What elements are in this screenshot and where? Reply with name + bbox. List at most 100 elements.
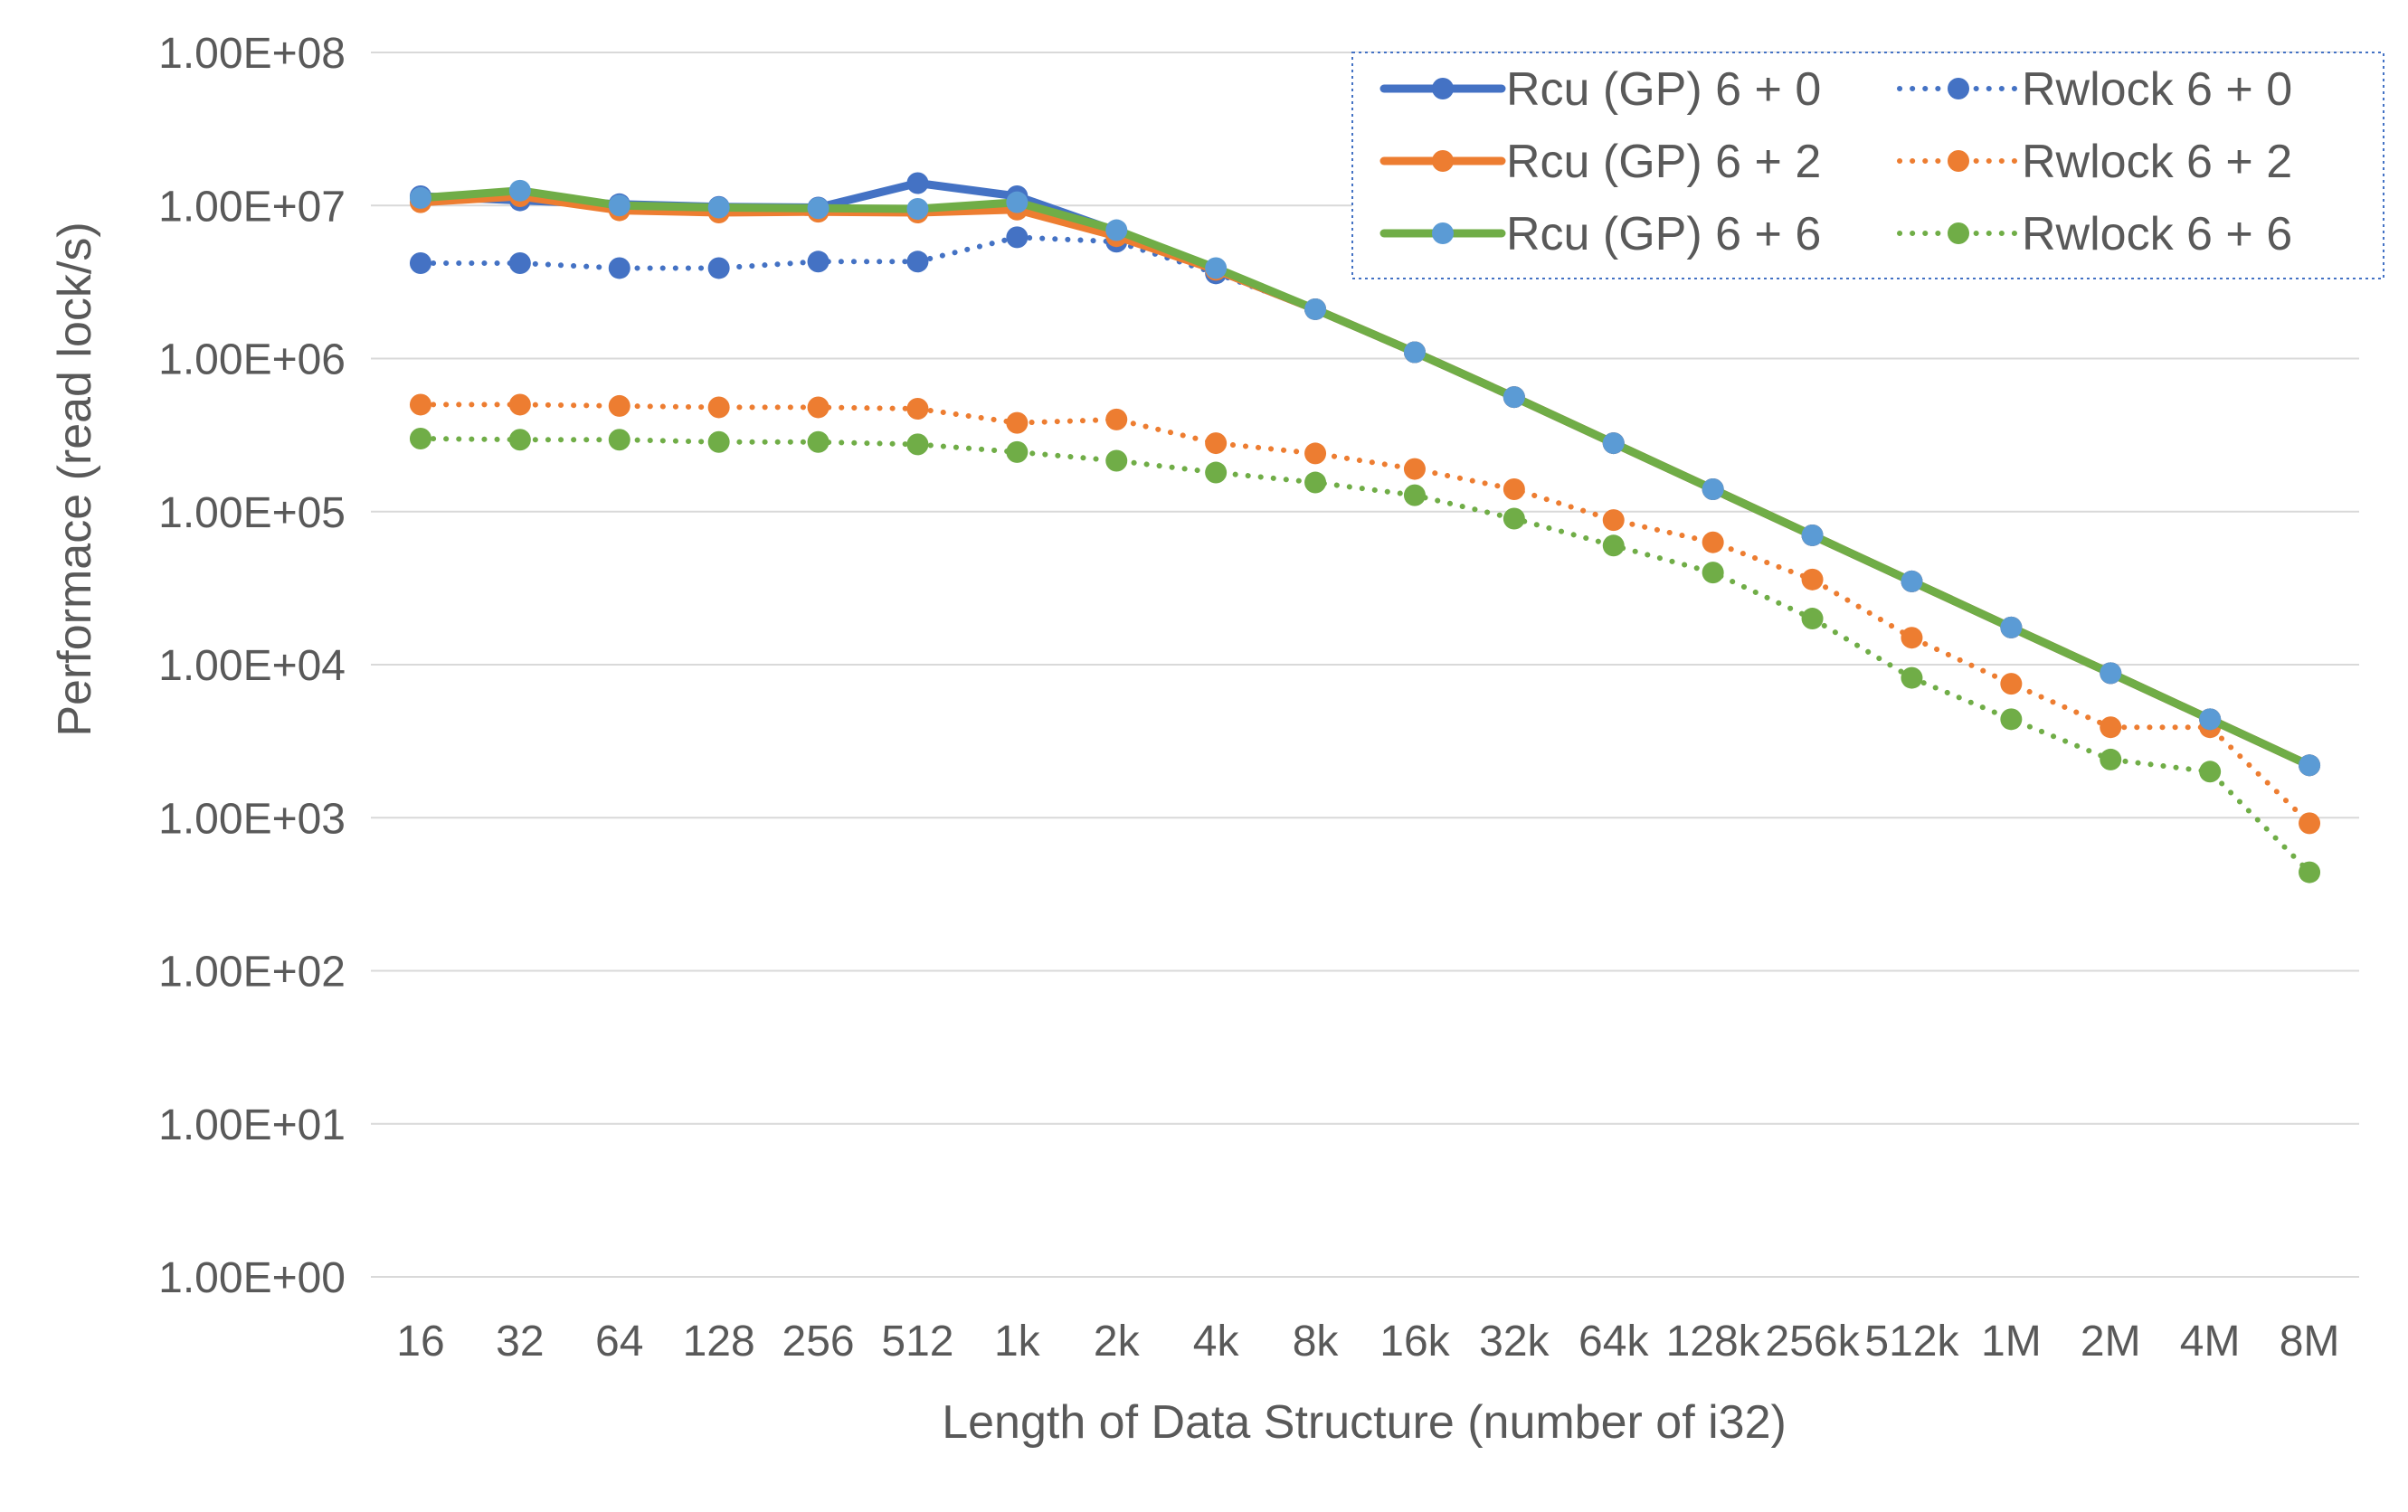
data-point (1503, 478, 1525, 501)
data-point (2299, 812, 2321, 835)
data-point (1105, 449, 1128, 472)
data-point (2000, 673, 2023, 695)
series-polyline (417, 402, 2313, 827)
data-point (707, 396, 730, 419)
data-point (1901, 666, 1923, 689)
y-tick-labels: 1.00E+00 1.00E+01 1.00E+02 1.00E+03 1.00E+04… (158, 30, 346, 1302)
series-line (409, 179, 2321, 777)
data-point (508, 393, 531, 416)
data-point (2199, 708, 2222, 731)
y-tick-label: 1.00E+08 (158, 30, 346, 78)
data-point (1006, 191, 1029, 213)
legend-label: Rcu (GP) 6 + 6 (1506, 208, 1821, 260)
series-line (409, 427, 2321, 884)
data-point (707, 196, 730, 219)
data-point (1304, 442, 1327, 465)
x-tick-label: 16k (1379, 1318, 1450, 1366)
data-point (1702, 562, 1724, 584)
data-point (1901, 570, 1923, 592)
data-point (1602, 509, 1625, 532)
x-tick-label: 512 (881, 1318, 953, 1366)
data-point (508, 429, 531, 451)
legend-item: Rcu (GP) 6 + 0 (1379, 63, 1821, 116)
y-tick-label: 1.00E+05 (158, 489, 346, 537)
legend-item: Rcu (GP) 6 + 2 (1379, 136, 1821, 188)
data-point (906, 433, 929, 456)
data-point (409, 186, 431, 209)
x-tick-label: 32 (496, 1318, 544, 1366)
series-line (409, 393, 2321, 835)
data-point (1006, 226, 1029, 249)
data-point (1006, 411, 1029, 434)
x-tick-label: 128 (683, 1318, 755, 1366)
y-tick-label: 1.00E+01 (158, 1101, 346, 1149)
data-point (2299, 754, 2321, 777)
data-point (2000, 708, 2023, 731)
data-point (1403, 484, 1426, 506)
x-tick-label: 8k (1293, 1318, 1340, 1366)
data-point (1205, 257, 1228, 279)
x-tick-labels: 16 32 64 128 256 512 1k 2k 4k 8k 16k 32k 64k 128k 256k… (396, 1318, 2339, 1366)
data-point (906, 198, 929, 221)
data-point (707, 257, 730, 279)
data-point (1105, 219, 1128, 241)
data-point (2100, 748, 2122, 770)
legend-item: Rwlock 6 + 2 (1897, 136, 2292, 188)
data-point (807, 396, 830, 419)
x-tick-label: 8M (2280, 1318, 2340, 1366)
data-point (707, 430, 730, 453)
data-point (2100, 716, 2122, 739)
data-point (608, 429, 630, 451)
data-point (2199, 761, 2222, 783)
y-tick-label: 1.00E+03 (158, 795, 346, 843)
data-point (1801, 568, 1824, 591)
y-tick-label: 1.00E+07 (158, 183, 346, 231)
data-point (2299, 861, 2321, 884)
x-tick-label: 4M (2180, 1318, 2241, 1366)
data-point (409, 252, 431, 275)
data-point (1503, 386, 1525, 409)
x-tick-label: 64k (1578, 1318, 1649, 1366)
data-point (1403, 458, 1426, 480)
x-tick-label: 1k (994, 1318, 1041, 1366)
data-point (1503, 507, 1525, 530)
x-tick-label: 16 (396, 1318, 444, 1366)
data-point (906, 172, 929, 194)
x-tick-label: 4k (1193, 1318, 1240, 1366)
series-group (409, 172, 2321, 884)
legend-label: Rwlock 6 + 6 (2022, 208, 2292, 260)
y-tick-label: 1.00E+06 (158, 336, 346, 384)
data-point (508, 179, 531, 202)
legend-swatch-marker (1432, 150, 1454, 172)
x-tick-label: 32k (1479, 1318, 1550, 1366)
legend-label: Rwlock 6 + 2 (2022, 136, 2292, 188)
x-tick-label: 128k (1666, 1318, 1761, 1366)
series-polyline (417, 436, 2313, 875)
x-tick-label: 256 (782, 1318, 855, 1366)
x-tick-label: 2M (2081, 1318, 2141, 1366)
data-point (1901, 627, 1923, 649)
x-axis-label: Length of Data Structure (number of i32) (942, 1396, 1787, 1449)
x-tick-label: 512k (1864, 1318, 1959, 1366)
legend-swatch-marker (1948, 78, 1969, 99)
data-point (1702, 531, 1724, 553)
data-point (906, 397, 929, 420)
data-point (807, 197, 830, 220)
legend-label: Rwlock 6 + 0 (2022, 63, 2292, 116)
series-polyline (416, 186, 2314, 770)
legend: Rcu (GP) 6 + 0 Rwlock 6 + 0 Rcu (GP) 6 + 2… (1351, 52, 2384, 279)
x-tick-label: 1M (1981, 1318, 2042, 1366)
data-point (906, 250, 929, 273)
legend-swatch-marker (1432, 222, 1454, 244)
data-point (1304, 298, 1327, 320)
data-point (1304, 471, 1327, 494)
data-point (1801, 524, 1824, 546)
data-point (608, 257, 630, 279)
legend-item: Rcu (GP) 6 + 6 (1379, 208, 1821, 260)
data-point (2000, 616, 2023, 638)
legend-box (1351, 52, 2384, 279)
data-point (807, 430, 830, 453)
legend-label: Rcu (GP) 6 + 0 (1506, 63, 1821, 116)
x-tick-label: 256k (1766, 1318, 1861, 1366)
legend-swatch-marker (1948, 150, 1969, 172)
